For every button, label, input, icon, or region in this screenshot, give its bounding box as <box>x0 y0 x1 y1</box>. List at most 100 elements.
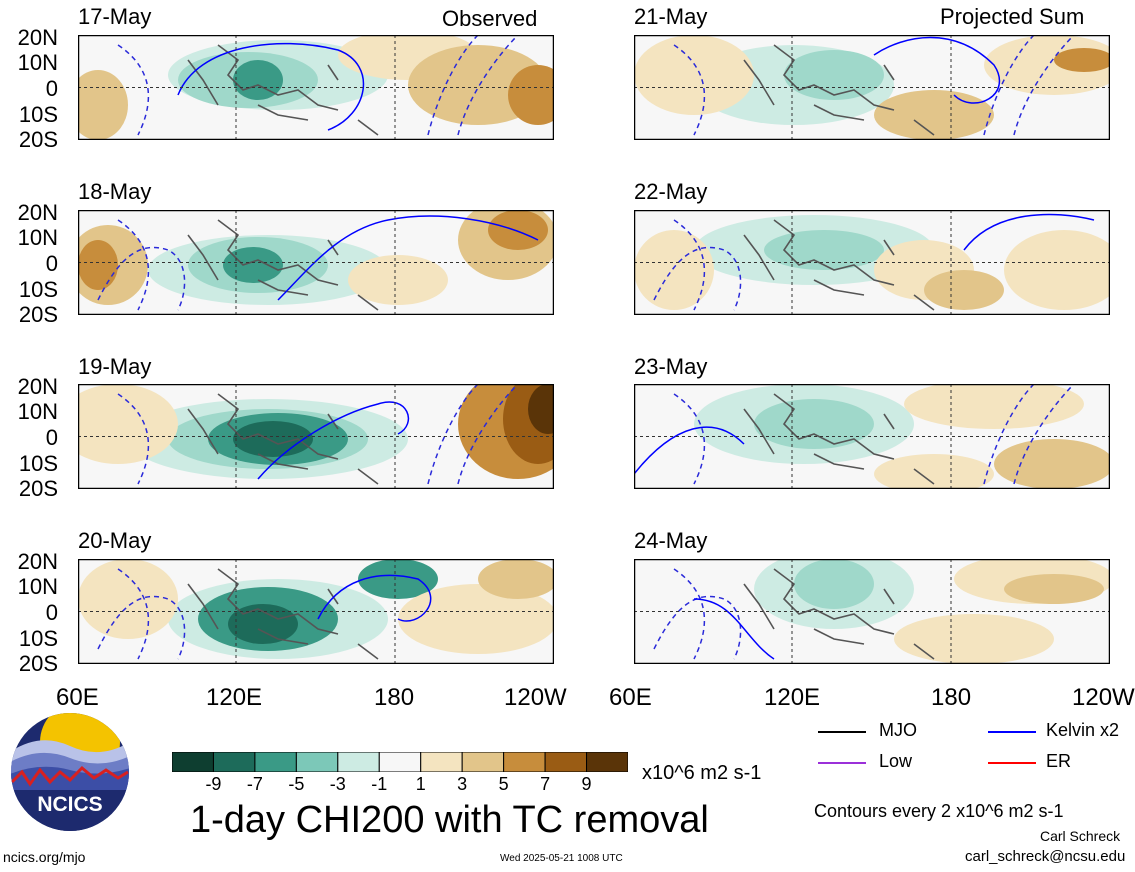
lat-label: 10S <box>18 277 58 302</box>
date-label-4: 20-May <box>78 528 152 553</box>
anomaly-patch <box>634 230 714 310</box>
lat-label: 0 <box>45 251 58 276</box>
mjo-legend-line <box>818 731 866 733</box>
coastline <box>187 393 379 485</box>
lat-label: 0 <box>45 600 58 625</box>
anomaly-patch <box>78 384 178 464</box>
coastline <box>743 393 935 485</box>
kelvin-contour-dashed <box>97 595 186 660</box>
kelvin-contour-solid <box>873 36 1001 104</box>
map-panel-19-may <box>78 384 554 489</box>
contour-note: Contours every 2 x10^6 m2 s-1 <box>814 801 1064 821</box>
anomaly-patch <box>78 559 178 639</box>
colorbar-swatch <box>586 752 628 772</box>
mjo-legend-label: MJO <box>879 720 917 740</box>
lon-label: 120W <box>1072 684 1135 711</box>
anomaly-patch <box>1054 48 1110 72</box>
map-panel-22-may <box>634 210 1110 315</box>
kelvin-contour-solid <box>693 598 775 660</box>
lon-label: 180 <box>374 684 415 711</box>
author-name: Carl Schreck <box>1040 828 1121 844</box>
panel-frame <box>78 210 554 315</box>
author-email: carl_schreck@ncsu.edu <box>965 848 1126 865</box>
observed-title: Observed <box>442 6 538 31</box>
anomaly-patch <box>904 384 1084 429</box>
coastline <box>187 568 379 660</box>
colorbar-swatch <box>295 752 339 772</box>
lat-label: 20S <box>18 476 58 501</box>
colorbar-tick-label: -5 <box>288 774 305 794</box>
map-panel-17-may <box>78 35 554 140</box>
website-link[interactable]: ncics.org/mjo <box>3 849 86 865</box>
lat-label: 20S <box>18 651 58 676</box>
colorbar-tick-label: 7 <box>540 774 551 794</box>
colorbar-swatch <box>503 752 546 772</box>
anomaly-patch <box>874 454 994 489</box>
colorbar-tick-label: -1 <box>371 774 388 794</box>
colorbar-swatch <box>254 752 297 772</box>
anomaly-patch <box>894 614 1054 664</box>
lat-label: 0 <box>45 425 58 450</box>
anomaly-patch <box>924 270 1004 310</box>
lat-label: 20N <box>17 549 58 574</box>
anomaly-patch <box>398 584 554 654</box>
colorbar-swatch <box>337 752 380 772</box>
coastline <box>743 219 935 311</box>
lon-label: 120W <box>504 684 567 711</box>
colorbar-swatch <box>461 752 505 772</box>
lat-label: 10N <box>17 50 58 75</box>
kelvin-contour-dashed <box>117 219 150 311</box>
coastline <box>187 44 379 136</box>
panel-frame <box>78 384 554 489</box>
colorbar-swatch <box>212 752 256 772</box>
issue-timestamp: Wed 2025-05-21 1008 UTC <box>500 853 623 864</box>
lat-label: 10S <box>18 451 58 476</box>
anomaly-patch <box>78 240 118 290</box>
map-panel-24-may <box>634 559 1110 664</box>
anomaly-patch <box>1004 574 1104 604</box>
lat-label: 10S <box>18 102 58 127</box>
coastline <box>743 44 935 136</box>
kelvin-contour-solid <box>177 42 365 131</box>
anomaly-patch <box>634 35 754 115</box>
kelvin-contour-dashed <box>97 246 186 311</box>
lon-label: 120E <box>764 684 821 711</box>
date-label-7: 23-May <box>634 354 708 379</box>
anomaly-patch <box>233 421 313 457</box>
kelvin-contour-dashed <box>117 44 150 136</box>
kelvin-legend-label: Kelvin x2 <box>1046 720 1120 740</box>
lon-label: 120E <box>206 684 263 711</box>
anomaly-patch <box>1004 230 1110 310</box>
kelvin-contour-dashed <box>673 44 706 136</box>
kelvin-contour-dashed <box>983 384 1075 485</box>
lat-label: 10N <box>17 225 58 250</box>
kelvin-contour-dashed <box>673 393 706 485</box>
kelvin-contour-dashed <box>117 393 150 485</box>
logo-text: NCICS <box>37 793 102 816</box>
low-legend-line <box>818 762 866 764</box>
anomaly-patch <box>784 50 884 100</box>
coastline <box>187 219 379 311</box>
low-legend-label: Low <box>879 751 913 771</box>
lat-label: 20N <box>17 200 58 225</box>
kelvin-contour-solid <box>257 401 409 480</box>
kelvin-contour-solid <box>277 215 539 301</box>
er-legend-line <box>988 762 1036 764</box>
colorbar-units: x10^6 m2 s-1 <box>642 762 762 784</box>
panel-frame <box>634 35 1110 140</box>
date-label-3: 19-May <box>78 354 152 379</box>
lat-label: 20N <box>17 25 58 50</box>
anomaly-patch <box>528 384 554 434</box>
anomaly-patch <box>794 559 874 609</box>
kelvin-contour-solid <box>963 213 1095 251</box>
lat-label: 10S <box>18 626 58 651</box>
panel-frame <box>78 559 554 664</box>
lat-label: 0 <box>45 76 58 101</box>
kelvin-contour-dashed <box>653 595 742 660</box>
kelvin-contour-solid <box>317 574 432 622</box>
map-panel-20-may <box>78 559 554 664</box>
lat-label: 10N <box>17 574 58 599</box>
anomaly-patch <box>358 559 438 599</box>
anomaly-patch <box>764 230 884 270</box>
colorbar-tick-label: 3 <box>457 774 468 794</box>
